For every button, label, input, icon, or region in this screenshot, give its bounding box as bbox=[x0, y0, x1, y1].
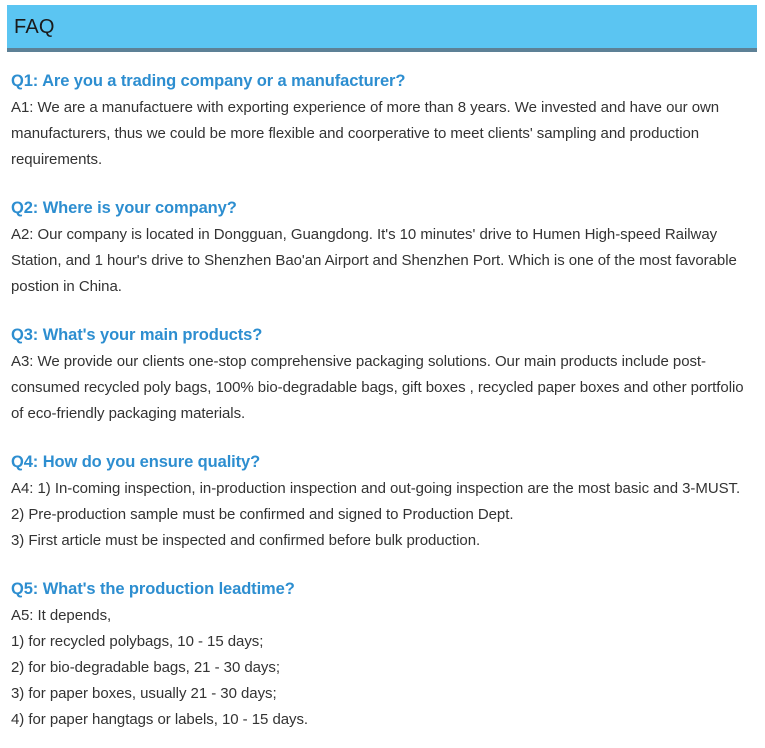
faq-item: Q4: How do you ensure quality? A4: 1) In-… bbox=[11, 449, 755, 554]
faq-answer-line: A2: Our company is located in Dongguan, … bbox=[11, 226, 737, 295]
faq-list: Q1: Are you a trading company or a manuf… bbox=[11, 68, 755, 733]
faq-question: Q5: What's the production leadtime? bbox=[11, 580, 295, 598]
faq-answer-line: 4) for paper hangtags or labels, 10 - 15… bbox=[11, 711, 309, 728]
faq-answer: A1: We are a manufactuere with exporting… bbox=[11, 95, 755, 173]
faq-item: Q5: What's the production leadtime? A5: I… bbox=[11, 576, 755, 733]
faq-question: Q1: Are you a trading company or a manuf… bbox=[11, 72, 406, 90]
faq-answer-line: A1: We are a manufactuere with exporting… bbox=[11, 99, 720, 168]
faq-answer-line: 2) Pre-production sample must be confirm… bbox=[11, 506, 514, 523]
faq-answer-line: A4: 1) In-coming inspection, in-producti… bbox=[11, 480, 741, 497]
faq-answer-line: 2) for bio-degradable bags, 21 - 30 days… bbox=[11, 659, 280, 676]
faq-item: Q1: Are you a trading company or a manuf… bbox=[11, 68, 755, 173]
faq-item: Q2: Where is your company? A2: Our compan… bbox=[11, 195, 755, 300]
page-title: FAQ bbox=[14, 15, 55, 38]
faq-question: Q4: How do you ensure quality? bbox=[11, 453, 261, 471]
faq-answer: A5: It depends, 1) for recycled polybags,… bbox=[11, 603, 755, 733]
faq-answer-line: 3) First article must be inspected and c… bbox=[11, 532, 481, 549]
faq-answer-line: A3: We provide our clients one-stop comp… bbox=[11, 353, 744, 422]
faq-answer-line: A5: It depends, bbox=[11, 607, 112, 624]
faq-question: Q2: Where is your company? bbox=[11, 199, 237, 217]
faq-answer-line: 3) for paper boxes, usually 21 - 30 days… bbox=[11, 685, 277, 702]
faq-answer: A2: Our company is located in Dongguan, … bbox=[11, 222, 755, 300]
faq-question: Q3: What's your main products? bbox=[11, 326, 263, 344]
faq-answer: A3: We provide our clients one-stop comp… bbox=[11, 349, 755, 427]
faq-answer: A4: 1) In-coming inspection, in-producti… bbox=[11, 476, 755, 554]
faq-header-bar: FAQ bbox=[7, 5, 757, 52]
faq-answer-line: 1) for recycled polybags, 10 - 15 days; bbox=[11, 633, 264, 650]
faq-item: Q3: What's your main products? A3: We pro… bbox=[11, 322, 755, 427]
